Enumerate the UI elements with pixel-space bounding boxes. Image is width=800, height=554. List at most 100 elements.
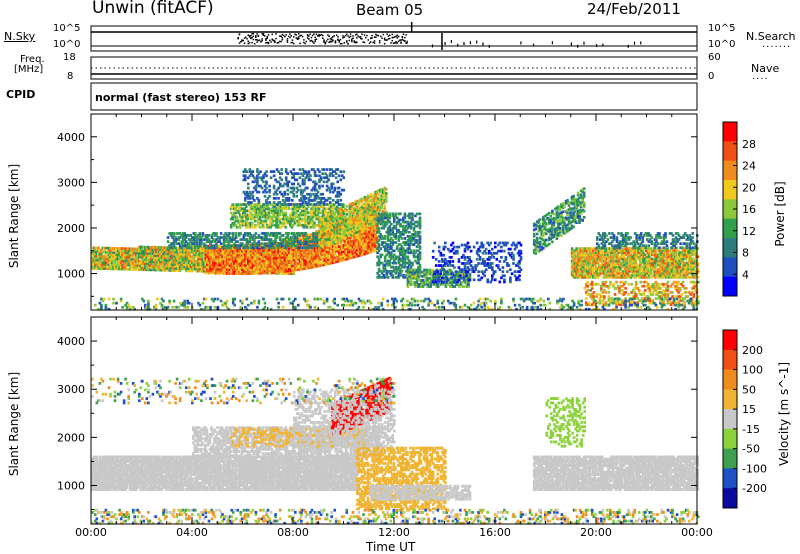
heatmap-cell bbox=[353, 209, 356, 213]
nsearch-point bbox=[431, 44, 434, 48]
heatmap-cell bbox=[280, 264, 283, 267]
heatmap-cell bbox=[148, 258, 152, 261]
heatmap-cell bbox=[200, 242, 203, 245]
heatmap-cell bbox=[174, 248, 177, 252]
heatmap-cell bbox=[240, 215, 244, 219]
heatmap-cell bbox=[354, 248, 358, 252]
heatmap-cell bbox=[274, 258, 277, 262]
heatmap-cell bbox=[197, 246, 200, 250]
heatmap-cell bbox=[286, 232, 289, 235]
heatmap-cell bbox=[304, 217, 307, 221]
heatmap-cell bbox=[112, 247, 115, 250]
heatmap-cell bbox=[213, 251, 217, 254]
heatmap-cell bbox=[372, 249, 376, 253]
heatmap-cell bbox=[192, 251, 196, 254]
heatmap-cell bbox=[368, 238, 371, 242]
heatmap-cell bbox=[116, 265, 120, 269]
heatmap-cell bbox=[281, 240, 285, 243]
heatmap-cell bbox=[313, 244, 317, 248]
heatmap-cell bbox=[248, 215, 251, 219]
heatmap-cell bbox=[339, 238, 343, 242]
heatmap-cell bbox=[128, 257, 132, 261]
heatmap-cell bbox=[210, 255, 214, 259]
heatmap-cell bbox=[260, 209, 263, 213]
heatmap-cell bbox=[251, 246, 255, 250]
heatmap-cell bbox=[266, 248, 270, 252]
heatmap-cell bbox=[101, 265, 105, 268]
heatmap-cell bbox=[297, 247, 300, 251]
heatmap-cell bbox=[254, 207, 257, 211]
heatmap-cell bbox=[360, 234, 364, 238]
heatmap-cell bbox=[104, 246, 108, 250]
heatmap-cell bbox=[281, 238, 285, 241]
heatmap-cell bbox=[247, 268, 250, 271]
heatmap-cell bbox=[180, 261, 183, 264]
heatmap-cell bbox=[362, 248, 365, 252]
heatmap-cell bbox=[305, 219, 309, 223]
heatmap-cell bbox=[224, 255, 227, 259]
heatmap-cell bbox=[354, 202, 358, 206]
heatmap-cell bbox=[340, 205, 344, 209]
heatmap-cell bbox=[285, 215, 289, 219]
heatmap-cell bbox=[216, 251, 220, 255]
heatmap-cell bbox=[281, 264, 285, 267]
heatmap-cell bbox=[292, 246, 296, 250]
heatmap-cell bbox=[275, 242, 279, 245]
heatmap-cell bbox=[282, 207, 286, 211]
heatmap-cell bbox=[251, 242, 255, 245]
heatmap-cell bbox=[221, 261, 224, 265]
heatmap-cell bbox=[295, 209, 298, 213]
heatmap-cell bbox=[359, 231, 362, 234]
heatmap-cell bbox=[325, 222, 329, 226]
heatmap-cell bbox=[103, 261, 106, 264]
heatmap-cell bbox=[308, 221, 312, 225]
heatmap-cell bbox=[142, 262, 146, 265]
heatmap-cell bbox=[218, 238, 221, 241]
heatmap-cell bbox=[207, 246, 211, 250]
heatmap-cell bbox=[118, 257, 121, 261]
nsky-point bbox=[247, 34, 249, 36]
heatmap-cell bbox=[227, 232, 230, 235]
heatmap-cell bbox=[310, 211, 313, 215]
heatmap-cell bbox=[315, 232, 318, 235]
heatmap-cell bbox=[313, 236, 317, 240]
heatmap-cell bbox=[251, 221, 254, 225]
heatmap-cell bbox=[240, 203, 244, 206]
heatmap-cell bbox=[256, 255, 259, 258]
heatmap-cell bbox=[312, 238, 315, 241]
heatmap-cell bbox=[265, 238, 268, 241]
heatmap-cell bbox=[192, 249, 196, 252]
heatmap-cell bbox=[234, 266, 238, 269]
heatmap-cell bbox=[307, 233, 311, 237]
heatmap-cell bbox=[242, 262, 246, 265]
heatmap-cell bbox=[289, 221, 292, 225]
heatmap-cell bbox=[298, 232, 302, 235]
heatmap-cell bbox=[175, 259, 179, 262]
heatmap-cell bbox=[181, 257, 185, 260]
heatmap-cell bbox=[91, 266, 94, 270]
heatmap-cell bbox=[325, 246, 329, 249]
heatmap-cell bbox=[231, 268, 235, 271]
heatmap-cell bbox=[236, 244, 239, 248]
heatmap-cell bbox=[229, 211, 233, 215]
heatmap-cell bbox=[369, 207, 373, 211]
heatmap-cell bbox=[287, 259, 291, 262]
heatmap-cell bbox=[256, 257, 259, 261]
heatmap-cell bbox=[266, 269, 270, 273]
heatmap-cell bbox=[318, 256, 321, 259]
heatmap-cell bbox=[304, 211, 307, 215]
heatmap-cell bbox=[297, 262, 300, 265]
heatmap-cell bbox=[278, 217, 281, 221]
heatmap-cell bbox=[357, 219, 361, 223]
nsky-point bbox=[344, 34, 347, 37]
heatmap-cell bbox=[151, 266, 155, 270]
heatmap-cell bbox=[328, 225, 332, 228]
heatmap-cell bbox=[254, 242, 258, 245]
heatmap-cell bbox=[356, 252, 359, 256]
heatmap-cell bbox=[188, 253, 191, 256]
nsky-point bbox=[346, 41, 348, 43]
heatmap-cell bbox=[271, 263, 274, 266]
heatmap-cell bbox=[365, 237, 368, 241]
heatmap-cell bbox=[134, 251, 138, 255]
heatmap-cell bbox=[231, 207, 234, 211]
